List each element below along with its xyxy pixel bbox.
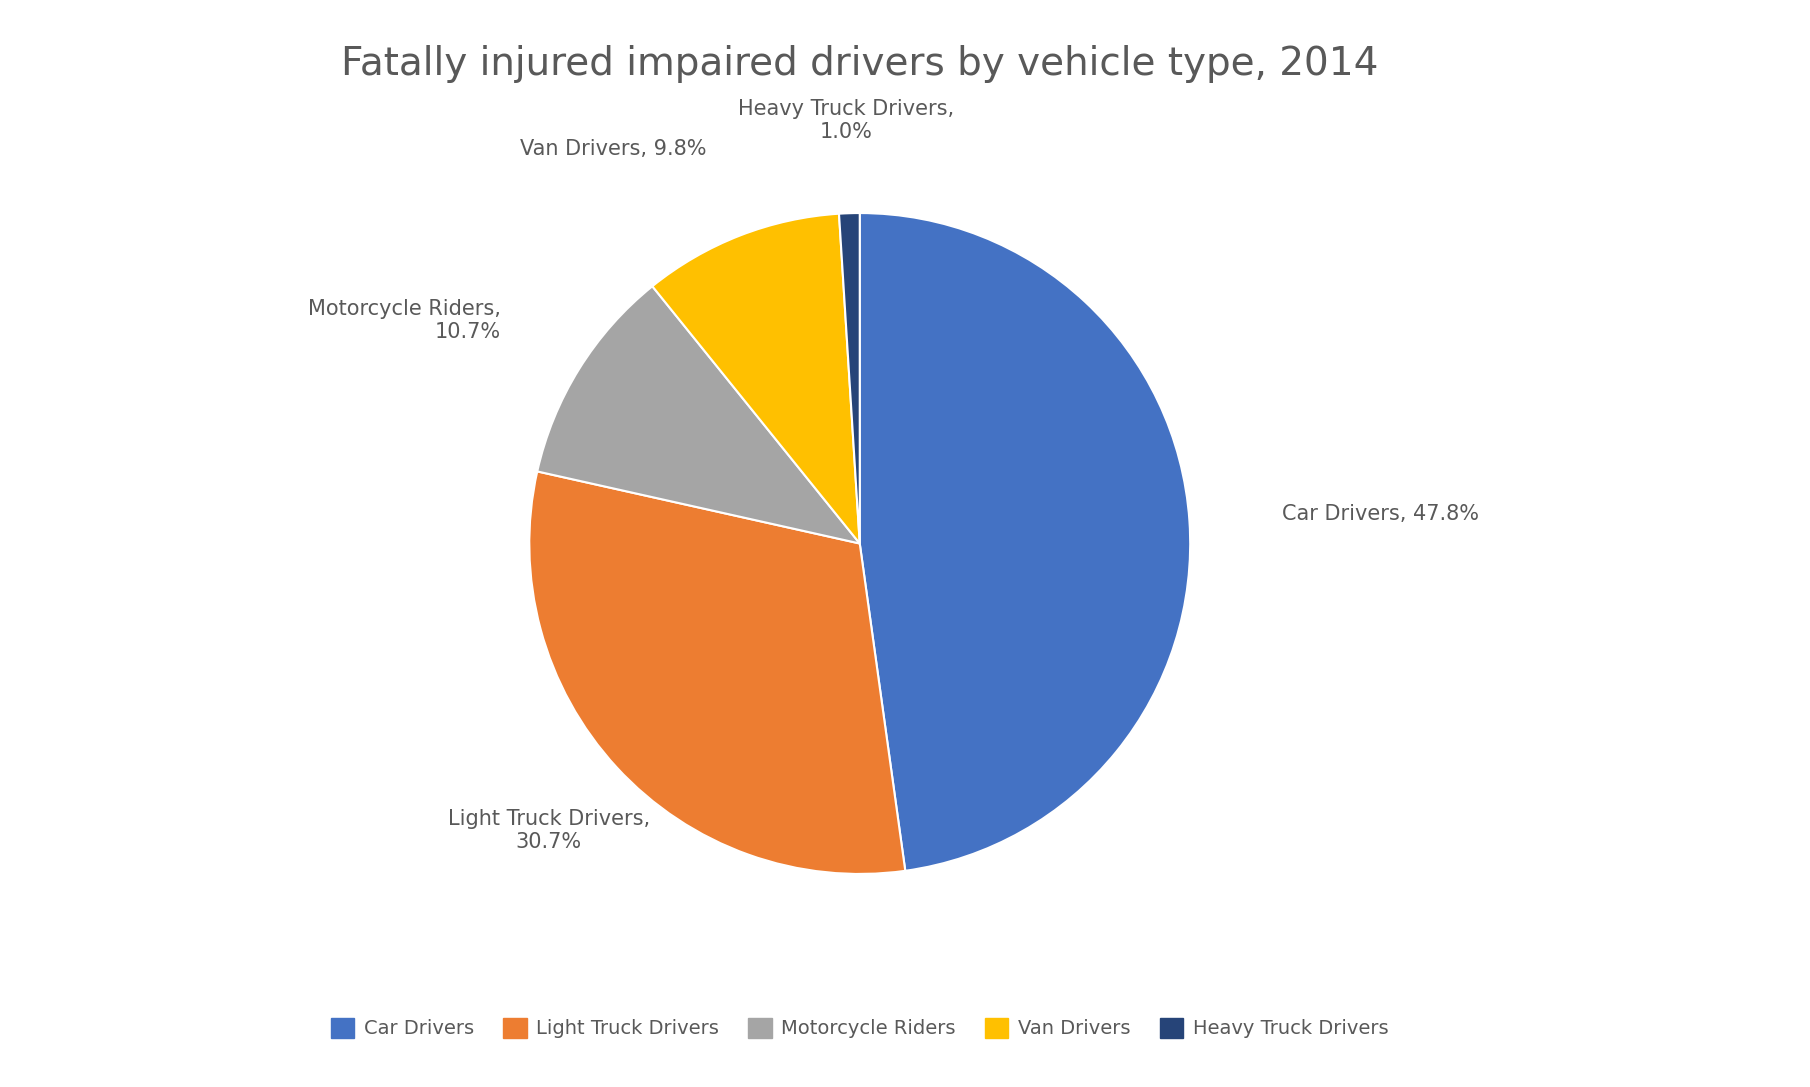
Legend: Car Drivers, Light Truck Drivers, Motorcycle Riders, Van Drivers, Heavy Truck Dr: Car Drivers, Light Truck Drivers, Motorc…: [324, 1010, 1396, 1046]
Wedge shape: [652, 214, 860, 544]
Text: Car Drivers, 47.8%: Car Drivers, 47.8%: [1281, 504, 1479, 524]
Wedge shape: [840, 213, 860, 544]
Text: Light Truck Drivers,
30.7%: Light Truck Drivers, 30.7%: [447, 809, 650, 852]
Text: Motorcycle Riders,
10.7%: Motorcycle Riders, 10.7%: [308, 299, 501, 341]
Title: Fatally injured impaired drivers by vehicle type, 2014: Fatally injured impaired drivers by vehi…: [340, 45, 1379, 83]
Wedge shape: [538, 286, 860, 544]
Wedge shape: [860, 213, 1191, 871]
Wedge shape: [529, 472, 905, 874]
Text: Van Drivers, 9.8%: Van Drivers, 9.8%: [519, 139, 706, 160]
Text: Heavy Truck Drivers,
1.0%: Heavy Truck Drivers, 1.0%: [738, 99, 954, 142]
